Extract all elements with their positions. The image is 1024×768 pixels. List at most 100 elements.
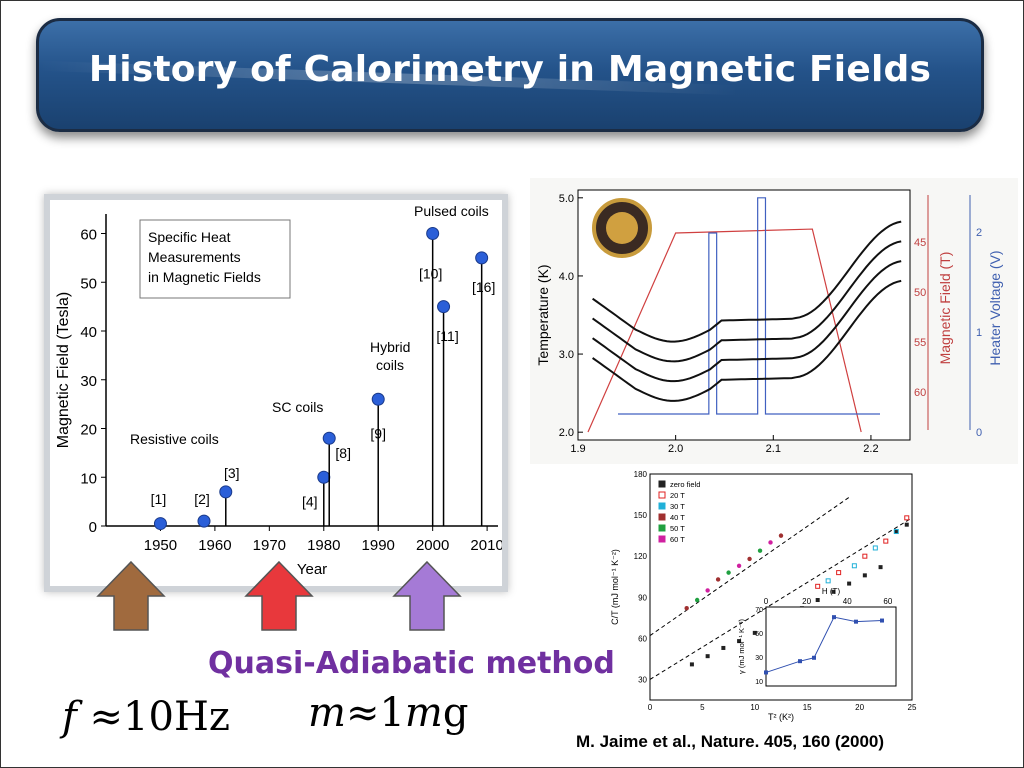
x-tick-label: 1950 [144, 537, 177, 554]
y-tick-label: 30 [80, 373, 97, 390]
y-axis-label: Magnetic Field (Tesla) [55, 292, 72, 449]
formula-m-unit: g [442, 690, 469, 736]
temperature-curve [592, 279, 902, 402]
formula-m-value: 1 [379, 690, 405, 736]
data-point [371, 392, 385, 406]
reference-label: [10] [419, 265, 442, 281]
legend-label: 60 T [670, 535, 685, 544]
high-field-point [705, 588, 710, 593]
field-curve [587, 228, 862, 433]
y-tick-label: 150 [634, 511, 648, 520]
field-tick-label: 60 [914, 387, 926, 399]
annotation-hybrid-2: coils [376, 357, 404, 373]
zero-field-point [737, 639, 742, 644]
reference-label: [9] [370, 425, 386, 441]
legend-marker [658, 502, 666, 510]
legend-label: 50 T [670, 524, 685, 533]
specific-heat-chart: 30 60 90 120 150 180 0 5 10 15 20 25 T² (K²) C/T (mJ … [610, 470, 917, 722]
x-axis-label: T² (K²) [768, 712, 794, 722]
y-axis-label-voltage: Heater Voltage (V) [987, 250, 1003, 365]
data-point [475, 251, 489, 265]
zero-field-point [815, 598, 820, 603]
voltage-tick-label: 1 [976, 327, 982, 339]
x-tick-label: 1980 [307, 537, 340, 554]
x-tick-label: 1970 [253, 537, 286, 554]
legend-marker [658, 524, 666, 532]
legend-marker [658, 480, 666, 488]
inset-x-tick-label: 0 [764, 597, 769, 606]
inset-point [764, 670, 768, 675]
y-tick-label: 40 [80, 324, 97, 341]
inset-x-tick-label: 20 [802, 597, 811, 606]
reference-label: [3] [224, 465, 240, 481]
legend-marker [658, 535, 666, 543]
legend-label: 40 T [670, 513, 685, 522]
inset-x-label: H (T) [822, 587, 841, 596]
x-tick-label: 5 [700, 703, 705, 712]
high-field-point [747, 556, 752, 562]
x-axis-label: Year [297, 561, 327, 578]
legend-label: zero field [670, 480, 700, 489]
reference-label: [2] [194, 491, 210, 507]
voltage-tick-label: 0 [976, 427, 982, 439]
formula-f-value: 10 [123, 694, 174, 740]
temperature-curve [592, 260, 902, 383]
voltage-tick-label: 2 [976, 227, 982, 239]
fit-line-high [649, 496, 850, 637]
zero-field-point [862, 573, 867, 578]
zero-field-point [878, 565, 883, 570]
zero-field-point [831, 589, 836, 594]
high-field-point [684, 606, 689, 611]
formula-f-unit: Hz [173, 694, 230, 740]
field-point [904, 515, 910, 521]
inset-y-tick-label: 70 [755, 607, 763, 614]
legend-marker [658, 513, 666, 521]
field-point [836, 570, 842, 576]
inset-y-tick-label: 50 [755, 631, 763, 638]
x-tick-label: 20 [855, 703, 864, 712]
temperature-curve [592, 240, 902, 363]
zero-field-point [894, 529, 899, 534]
inset-point [880, 618, 884, 623]
inset-y-label: γ (mJ mol⁻¹ K⁻²) [737, 619, 746, 674]
y-axis-label-field: Magnetic Field (T) [937, 252, 953, 365]
y-tick-label: 10 [80, 470, 97, 487]
legend-line: Measurements [148, 249, 241, 265]
x-tick-label: 2000 [416, 537, 449, 554]
legend-label: 20 T [670, 491, 685, 500]
zero-field-point [721, 645, 726, 650]
citation-text: M. Jaime et al., Nature. 405, 160 (2000) [576, 732, 885, 751]
data-point [437, 300, 451, 314]
y-tick-label: 0 [89, 519, 97, 536]
high-field-point [715, 577, 721, 582]
inset-point [832, 615, 836, 620]
field-point [815, 583, 821, 589]
fit-line-zero [649, 517, 913, 680]
inset-y-tick-label: 10 [755, 679, 763, 686]
y-tick-label: 60 [80, 227, 97, 244]
legend-marker [658, 491, 666, 499]
inset-frame [765, 606, 897, 687]
legend-line: Specific Heat [148, 229, 231, 245]
mass-formula: m≈1mg [308, 690, 468, 736]
legend-label: 30 T [670, 502, 685, 511]
field-tick-label: 55 [914, 337, 926, 349]
high-field-point [757, 548, 763, 553]
zero-field-point [689, 662, 694, 667]
y-axis-label: C/T (mJ mol⁻¹ K⁻²) [610, 549, 620, 625]
history-chart: 0 10 20 30 40 50 60 1950 1960 1970 1980 1990 2000 201… [55, 203, 504, 578]
temperature-curve [592, 220, 902, 343]
method-label: Quasi-Adiabatic method [208, 646, 615, 681]
legend-line: in Magnetic Fields [148, 269, 261, 285]
formula-f-lhs: f [62, 694, 77, 740]
formula-f-op: ≈ [89, 694, 124, 740]
formula-m-lhs: m [308, 690, 346, 736]
high-field-point [736, 563, 742, 568]
y-tick-label: 3.0 [559, 349, 574, 361]
reference-label: [4] [302, 494, 318, 510]
arrow-up-red [244, 560, 314, 631]
title-banner: History of Calorimetry in Magnetic Field… [36, 18, 984, 132]
inset-x-tick-label: 40 [843, 597, 852, 606]
y-tick-label: 180 [634, 470, 648, 479]
y-axis-label-left: Temperature (K) [535, 264, 551, 365]
